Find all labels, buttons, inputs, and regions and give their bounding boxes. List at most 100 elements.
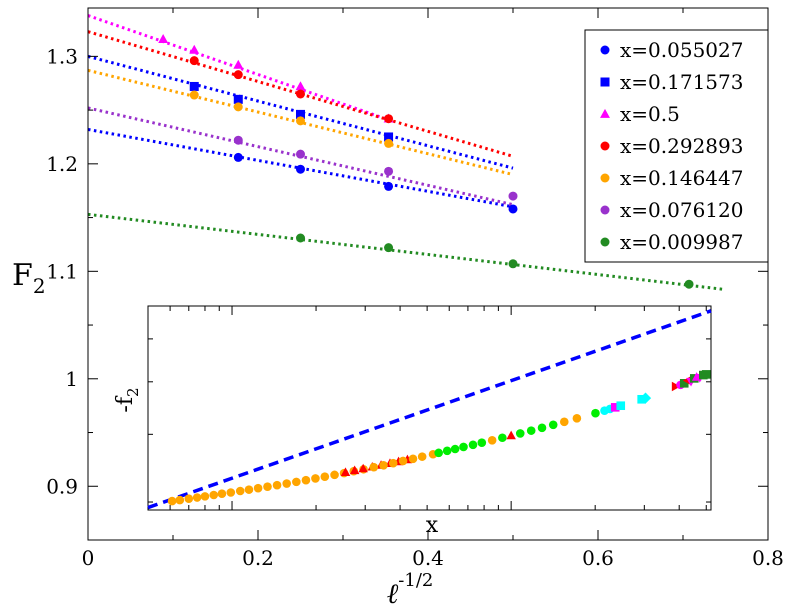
data-point-series-5 bbox=[233, 135, 243, 145]
inset-point bbox=[292, 477, 301, 487]
inset-point bbox=[175, 495, 185, 505]
inset-x-label: x bbox=[426, 513, 439, 538]
inset-point bbox=[408, 454, 418, 464]
inset-point bbox=[209, 490, 219, 500]
inset-point bbox=[679, 379, 689, 388]
legend-box bbox=[584, 29, 769, 263]
legend-marker-6 bbox=[600, 237, 610, 247]
legend-marker-1 bbox=[600, 77, 610, 87]
inset-point bbox=[235, 486, 245, 496]
inset-point bbox=[559, 417, 569, 427]
inset-point bbox=[459, 442, 468, 452]
inset-point bbox=[226, 488, 236, 497]
data-point-series-5 bbox=[296, 149, 305, 159]
inset-chart: x -f2 bbox=[113, 305, 712, 538]
inset-point bbox=[320, 472, 330, 481]
fit-line-6 bbox=[87, 212, 726, 292]
data-point-series-6 bbox=[684, 279, 694, 289]
inset-point bbox=[340, 467, 351, 476]
data-point-series-6 bbox=[508, 259, 518, 269]
inset-axis-ticks bbox=[147, 306, 711, 510]
data-point-series-3 bbox=[296, 89, 305, 99]
main-data-points bbox=[158, 33, 694, 289]
inset-point bbox=[498, 433, 507, 443]
inset-point bbox=[591, 408, 600, 418]
legend: x=0.055027 x=0.171573 x=0.5 x=0.292893 x=0.1… bbox=[584, 29, 769, 263]
inset-point bbox=[417, 452, 427, 461]
inset-point bbox=[487, 435, 497, 445]
data-point-series-1 bbox=[296, 109, 305, 119]
x-tick-label: 0.6 bbox=[582, 546, 614, 570]
inset-point bbox=[477, 438, 487, 448]
legend-marker-4 bbox=[600, 173, 610, 183]
data-point-series-5 bbox=[384, 166, 394, 176]
data-point-series-4 bbox=[189, 90, 199, 100]
fit-line-3 bbox=[87, 30, 514, 158]
inset-point bbox=[450, 444, 460, 454]
inset-point bbox=[244, 485, 254, 494]
data-point-series-0 bbox=[384, 181, 394, 191]
y-tick-label: 1.3 bbox=[46, 44, 78, 68]
legend-label-3: x=0.292893 bbox=[620, 134, 743, 158]
inset-point bbox=[349, 465, 360, 475]
data-point-series-4 bbox=[384, 138, 394, 148]
data-point-series-1 bbox=[233, 94, 243, 104]
x-tick-label: 0 bbox=[82, 546, 95, 570]
x-tick-label: 0.4 bbox=[412, 546, 444, 570]
legend-marker-3 bbox=[600, 141, 610, 151]
inset-point bbox=[282, 479, 292, 488]
inset-point bbox=[388, 458, 398, 468]
inset-point bbox=[701, 370, 711, 379]
data-point-series-0 bbox=[296, 164, 305, 174]
data-point-series-0 bbox=[233, 152, 243, 162]
legend-label-4: x=0.146447 bbox=[620, 166, 743, 190]
inset-point bbox=[369, 462, 379, 472]
inset-point bbox=[263, 482, 272, 491]
inset-point bbox=[434, 448, 443, 458]
inset-point bbox=[301, 475, 311, 485]
inset-point bbox=[572, 414, 582, 423]
inset-point bbox=[192, 493, 202, 502]
data-point-series-6 bbox=[296, 233, 305, 243]
data-point-series-2 bbox=[158, 33, 169, 43]
inset-point bbox=[526, 426, 536, 435]
inset-fit-line-path bbox=[147, 309, 712, 510]
data-point-series-2 bbox=[233, 59, 244, 69]
inset-point bbox=[311, 474, 320, 483]
data-point-series-1 bbox=[384, 132, 394, 142]
inset-point bbox=[167, 496, 177, 506]
y-tick-label: 1.2 bbox=[46, 152, 78, 176]
y-tick-label: 1 bbox=[65, 367, 78, 391]
inset-point bbox=[468, 440, 478, 450]
inset-point bbox=[272, 480, 282, 490]
inset-point bbox=[398, 456, 408, 466]
legend-label-1: x=0.171573 bbox=[620, 70, 743, 94]
y-tick-label: 1.1 bbox=[46, 259, 78, 283]
data-point-series-4 bbox=[296, 116, 305, 126]
inset-point bbox=[548, 420, 558, 430]
inset-point bbox=[671, 381, 681, 392]
inset-y-label: -f2 bbox=[113, 387, 142, 412]
inset-fit-line bbox=[147, 309, 712, 510]
legend-label-5: x=0.076120 bbox=[620, 198, 743, 222]
y-axis-label: F2 bbox=[12, 258, 46, 298]
inset-point bbox=[537, 423, 547, 433]
fit-line-1 bbox=[87, 54, 514, 170]
data-point-series-3 bbox=[189, 56, 199, 66]
x-tick-label: 0.8 bbox=[752, 546, 784, 570]
legend-items: x=0.055027 x=0.171573 x=0.5 x=0.292893 x=0.1… bbox=[600, 38, 743, 254]
inset-point bbox=[506, 430, 516, 440]
data-point-series-1 bbox=[189, 81, 199, 91]
legend-label-2: x=0.5 bbox=[620, 102, 680, 126]
fit-line-2 bbox=[87, 14, 390, 122]
legend-marker-5 bbox=[600, 205, 610, 215]
legend-label-6: x=0.009987 bbox=[620, 230, 743, 254]
data-point-series-2 bbox=[189, 44, 200, 54]
data-point-series-3 bbox=[384, 114, 394, 124]
main-axis-ticks: 0 0.2 0.4 0.6 0.8 0.9 1 1.1 1.2 1.3 bbox=[46, 8, 784, 570]
data-point-series-5 bbox=[508, 191, 518, 201]
inset-point bbox=[616, 401, 626, 411]
inset-data-points bbox=[167, 370, 711, 506]
